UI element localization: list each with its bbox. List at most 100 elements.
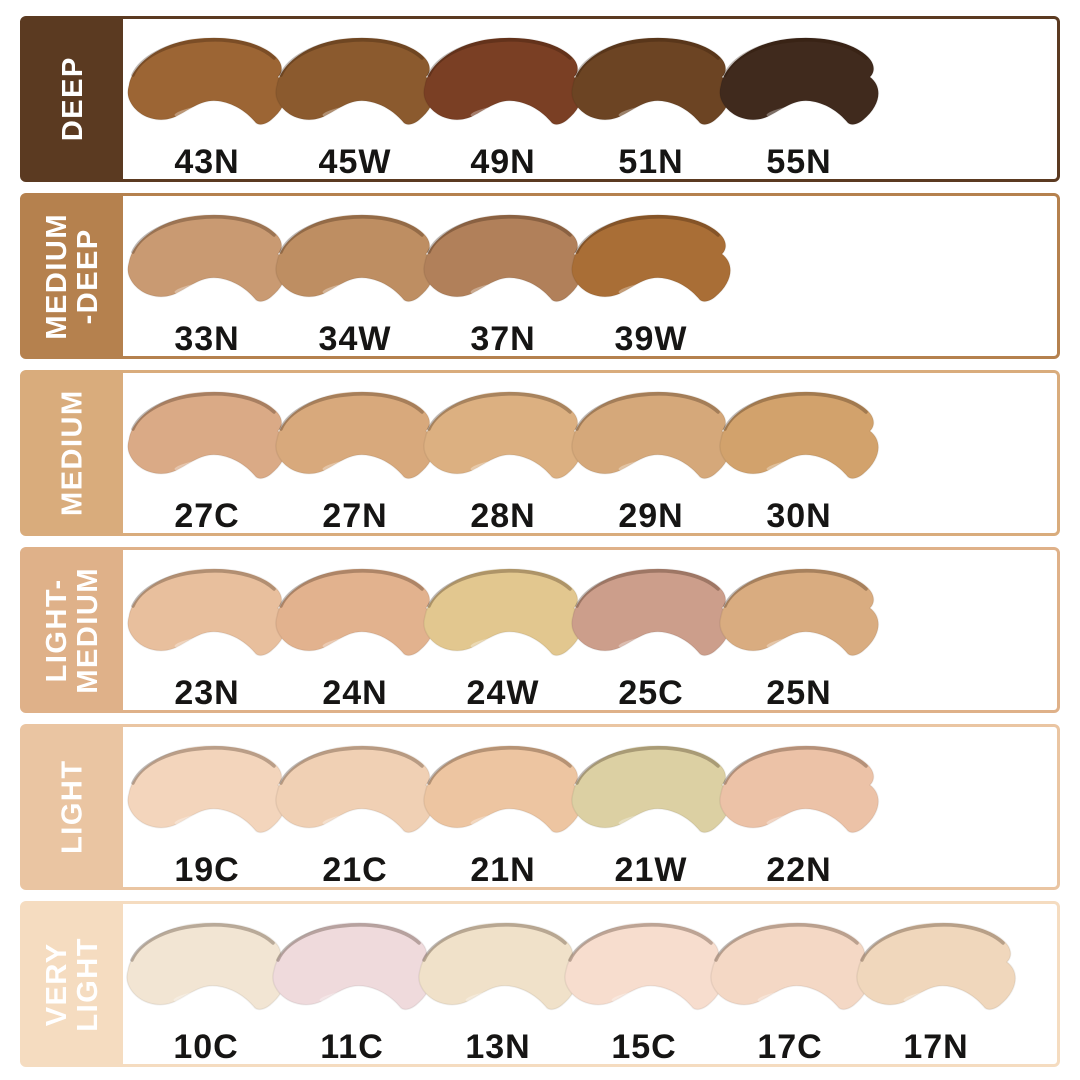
foundation-smear-icon — [418, 922, 578, 1011]
shade-code-label: 13N — [465, 1028, 531, 1066]
shade-swatch-55n: 55N — [719, 29, 879, 181]
shade-swatch-25c: 25C — [571, 560, 731, 712]
foundation-smear-icon — [719, 37, 879, 126]
foundation-smear-icon — [423, 568, 583, 657]
shade-code-label: 29N — [618, 497, 684, 535]
foundation-smear-icon — [275, 568, 435, 657]
category-label: LIGHT- MEDIUM — [40, 566, 105, 694]
foundation-smear-icon — [571, 568, 731, 657]
shade-swatch-43n: 43N — [127, 29, 287, 181]
category-label: LIGHT — [56, 759, 89, 855]
shade-code-label: 24N — [322, 674, 388, 712]
shade-code-label: 33N — [174, 320, 240, 358]
foundation-smear-icon — [719, 391, 879, 480]
foundation-smear-icon — [127, 214, 287, 303]
foundation-smear-icon — [127, 745, 287, 834]
shade-swatch-24n: 24N — [275, 560, 435, 712]
foundation-smear-icon — [272, 922, 432, 1011]
foundation-smear-icon — [571, 214, 731, 303]
category-label: MEDIUM -DEEP — [40, 212, 105, 340]
shade-code-label: 24W — [466, 674, 540, 712]
shade-swatch-19c: 19C — [127, 737, 287, 889]
shade-code-label: 28N — [470, 497, 536, 535]
shade-code-label: 23N — [174, 674, 240, 712]
shade-swatch-17n: 17N — [856, 914, 1016, 1066]
foundation-smear-icon — [564, 922, 724, 1011]
shade-swatch-21w: 21W — [571, 737, 731, 889]
category-label: DEEP — [56, 56, 89, 142]
shade-swatch-33n: 33N — [127, 206, 287, 358]
category-sidebar: MEDIUM — [23, 373, 123, 533]
foundation-smear-icon — [275, 745, 435, 834]
shade-code-label: 27N — [322, 497, 388, 535]
shade-swatch-25n: 25N — [719, 560, 879, 712]
shade-code-label: 19C — [174, 851, 240, 889]
shade-swatch-17c: 17C — [710, 914, 870, 1066]
swatch-area: 23N 24N 24W 25C 25N — [123, 550, 1057, 712]
shade-chart: DEEP 43N 45W 49N 51N — [20, 16, 1060, 1067]
shade-code-label: 10C — [173, 1028, 239, 1066]
category-sidebar: MEDIUM -DEEP — [23, 196, 123, 356]
shade-code-label: 55N — [766, 143, 832, 181]
foundation-smear-icon — [127, 568, 287, 657]
swatch-area: 27C 27N 28N 29N 30N — [123, 373, 1057, 535]
category-sidebar: LIGHT- MEDIUM — [23, 550, 123, 710]
shade-swatch-22n: 22N — [719, 737, 879, 889]
shade-code-label: 27C — [174, 497, 240, 535]
shade-row-very-light: VERY LIGHT 10C 11C 13N 15C — [20, 901, 1060, 1067]
category-sidebar: LIGHT — [23, 727, 123, 887]
shade-swatch-21c: 21C — [275, 737, 435, 889]
shade-code-label: 15C — [611, 1028, 677, 1066]
swatch-area: 19C 21C 21N 21W 22N — [123, 727, 1057, 889]
shade-code-label: 22N — [766, 851, 832, 889]
foundation-smear-icon — [126, 922, 286, 1011]
shade-swatch-37n: 37N — [423, 206, 583, 358]
shade-code-label: 21N — [470, 851, 536, 889]
swatch-area: 43N 45W 49N 51N 55N — [123, 19, 1057, 181]
shade-code-label: 25C — [618, 674, 684, 712]
foundation-smear-icon — [275, 391, 435, 480]
shade-code-label: 11C — [320, 1028, 384, 1066]
foundation-smear-icon — [719, 745, 879, 834]
foundation-smear-icon — [275, 214, 435, 303]
shade-swatch-51n: 51N — [571, 29, 731, 181]
foundation-smear-icon — [423, 391, 583, 480]
shade-swatch-30n: 30N — [719, 383, 879, 535]
category-sidebar: DEEP — [23, 19, 123, 179]
shade-code-label: 21W — [614, 851, 688, 889]
shade-swatch-49n: 49N — [423, 29, 583, 181]
shade-code-label: 17N — [903, 1028, 969, 1066]
shade-code-label: 43N — [174, 143, 240, 181]
swatch-area: 33N 34W 37N 39W — [123, 196, 1057, 358]
shade-code-label: 17C — [757, 1028, 823, 1066]
shade-swatch-27n: 27N — [275, 383, 435, 535]
shade-swatch-28n: 28N — [423, 383, 583, 535]
shade-code-label: 49N — [470, 143, 536, 181]
shade-row-medium-deep: MEDIUM -DEEP 33N 34W 37N 3 — [20, 193, 1060, 359]
shade-swatch-21n: 21N — [423, 737, 583, 889]
shade-code-label: 30N — [766, 497, 832, 535]
shade-code-label: 51N — [618, 143, 684, 181]
shade-row-light-medium: LIGHT- MEDIUM 23N 24N 24W — [20, 547, 1060, 713]
shade-code-label: 25N — [766, 674, 832, 712]
foundation-smear-icon — [423, 214, 583, 303]
foundation-smear-icon — [423, 37, 583, 126]
shade-swatch-10c: 10C — [126, 914, 286, 1066]
foundation-smear-icon — [856, 922, 1016, 1011]
category-label: MEDIUM — [56, 389, 89, 517]
foundation-smear-icon — [127, 391, 287, 480]
shade-swatch-39w: 39W — [571, 206, 731, 358]
shade-code-label: 21C — [322, 851, 388, 889]
foundation-smear-icon — [275, 37, 435, 126]
shade-swatch-45w: 45W — [275, 29, 435, 181]
shade-swatch-27c: 27C — [127, 383, 287, 535]
foundation-smear-icon — [127, 37, 287, 126]
shade-code-label: 34W — [318, 320, 392, 358]
shade-swatch-34w: 34W — [275, 206, 435, 358]
shade-swatch-24w: 24W — [423, 560, 583, 712]
shade-row-deep: DEEP 43N 45W 49N 51N — [20, 16, 1060, 182]
foundation-smear-icon — [571, 37, 731, 126]
shade-code-label: 45W — [318, 143, 392, 181]
shade-swatch-23n: 23N — [127, 560, 287, 712]
shade-row-medium: MEDIUM 27C 27N 28N 29N — [20, 370, 1060, 536]
